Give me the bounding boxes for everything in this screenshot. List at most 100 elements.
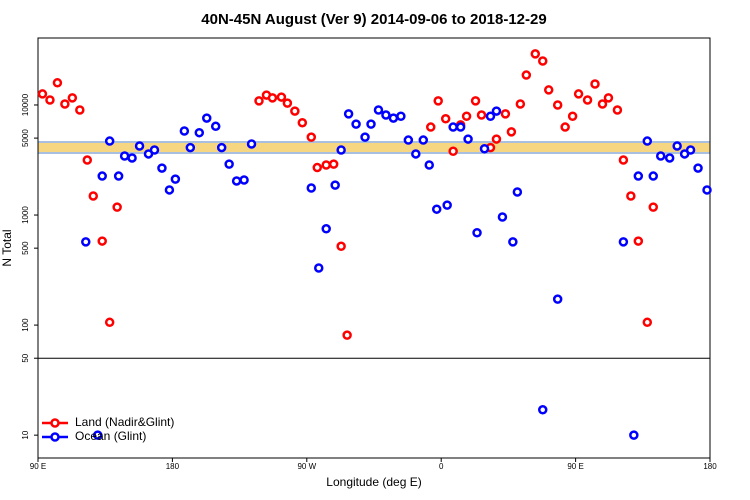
- point: [97, 236, 107, 246]
- point: [185, 142, 196, 153]
- point: [67, 93, 78, 103]
- point: [603, 93, 614, 103]
- point: [97, 171, 107, 181]
- point: [403, 135, 414, 145]
- point: [448, 146, 458, 156]
- point: [424, 160, 435, 170]
- legend-label: Land (Nadir&Glint): [75, 415, 174, 429]
- x-tick-label: 0: [439, 462, 444, 471]
- point: [411, 149, 421, 159]
- point: [321, 160, 331, 170]
- point: [618, 155, 629, 165]
- point: [485, 111, 496, 121]
- point: [201, 113, 212, 123]
- y-tick-label: 5000: [21, 129, 30, 147]
- point: [81, 237, 91, 247]
- point: [655, 151, 666, 161]
- point: [170, 174, 181, 184]
- point: [618, 237, 629, 247]
- point: [470, 96, 481, 106]
- point: [500, 109, 511, 119]
- point: [497, 212, 508, 222]
- point: [530, 49, 541, 59]
- point: [373, 105, 384, 115]
- point: [442, 200, 452, 210]
- point: [479, 144, 490, 154]
- point: [476, 110, 487, 120]
- point: [597, 99, 608, 109]
- point: [433, 96, 443, 106]
- point: [179, 126, 190, 136]
- point: [336, 241, 346, 252]
- point: [210, 121, 221, 132]
- y-tick-label: 10: [21, 430, 30, 439]
- legend-marker: [50, 432, 60, 442]
- point: [633, 236, 644, 246]
- point: [626, 191, 636, 201]
- point: [246, 139, 257, 149]
- point: [290, 106, 300, 116]
- x-tick-label: 180: [703, 462, 717, 471]
- point: [52, 78, 63, 88]
- point: [685, 145, 696, 155]
- point: [552, 294, 563, 304]
- point: [75, 105, 85, 115]
- point: [312, 162, 323, 173]
- point: [642, 136, 653, 146]
- point: [113, 171, 124, 181]
- point: [306, 132, 317, 142]
- point: [440, 113, 451, 124]
- point: [672, 141, 682, 151]
- point: [702, 185, 712, 195]
- y-axis-label: N Total: [0, 229, 14, 266]
- point: [37, 89, 48, 99]
- point: [537, 405, 548, 415]
- y-tick-label: 50: [21, 353, 30, 362]
- point: [664, 153, 675, 163]
- point: [343, 109, 354, 119]
- point: [506, 127, 517, 137]
- point: [461, 111, 472, 121]
- point: [276, 92, 287, 102]
- point: [633, 171, 644, 181]
- point: [134, 141, 145, 151]
- point: [342, 330, 352, 340]
- point: [216, 142, 227, 153]
- point: [425, 122, 436, 132]
- y-tick-label: 100: [21, 318, 30, 332]
- point: [418, 135, 429, 145]
- point: [127, 153, 137, 163]
- point: [328, 159, 339, 169]
- point: [396, 111, 406, 121]
- point: [537, 56, 548, 66]
- chart-title: 40N-45N August (Ver 9) 2014-09-06 to 201…: [201, 11, 546, 28]
- point: [455, 122, 466, 132]
- point: [297, 117, 308, 128]
- point: [282, 98, 293, 108]
- point: [164, 185, 175, 195]
- point: [267, 93, 278, 103]
- point: [82, 155, 93, 165]
- point: [552, 100, 563, 110]
- point: [157, 163, 167, 173]
- point: [119, 151, 130, 161]
- point: [491, 106, 502, 116]
- point: [313, 263, 324, 273]
- point: [543, 85, 554, 95]
- point: [590, 79, 600, 89]
- x-tick-label: 90 E: [567, 462, 583, 471]
- point: [472, 228, 482, 238]
- point: [573, 89, 584, 99]
- point: [194, 127, 205, 138]
- x-tick-label: 180: [166, 462, 180, 471]
- point: [491, 134, 502, 144]
- point: [351, 119, 361, 129]
- legend-label: Ocean (Glint): [75, 429, 146, 443]
- point: [693, 163, 703, 173]
- point: [88, 191, 99, 201]
- point: [306, 183, 317, 193]
- x-tick-label: 90 E: [30, 462, 46, 471]
- point: [336, 145, 346, 155]
